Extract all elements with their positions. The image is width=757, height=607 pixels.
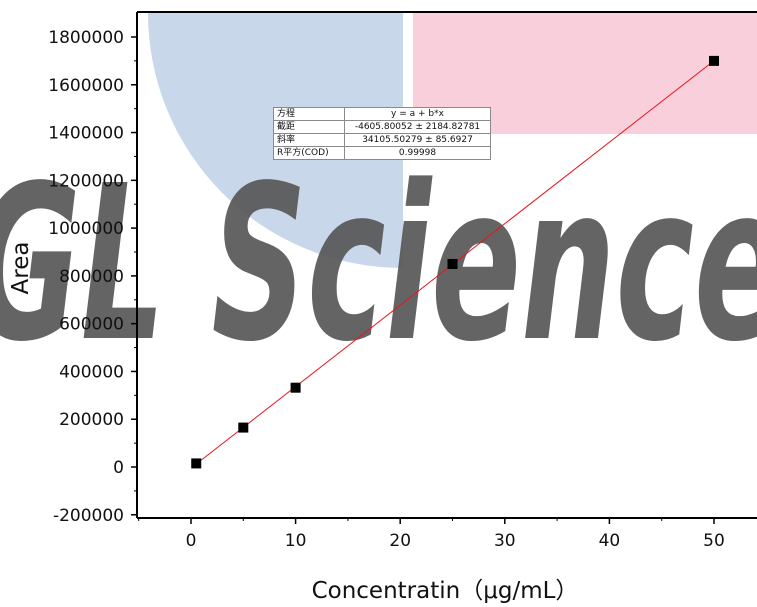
data-point — [447, 258, 458, 269]
fit-row-label: 截距 — [273, 120, 345, 134]
watermark-text: GL Science — [0, 140, 757, 389]
fit-results-table: 方程 y = a + b*x 截距 -4605.80052 ± 2184.827… — [273, 107, 491, 160]
x-tick-label: 30 — [494, 531, 516, 551]
fit-row-intercept: 截距 -4605.80052 ± 2184.82781 — [273, 120, 491, 134]
fit-row-label: 斜率 — [273, 133, 345, 147]
fit-row-equation: 方程 y = a + b*x — [273, 107, 491, 121]
fit-row-value: 0.99998 — [344, 146, 491, 160]
y-axis-ticks: -200000 0 200000 400000 600000 800000 1000000 1… — [48, 28, 137, 526]
y-tick-label: 800000 — [59, 267, 124, 287]
y-tick-label: 0 — [113, 458, 124, 478]
x-axis-title: Concentratin（μg/mL） — [312, 578, 579, 604]
fit-row-label: R平方(COD) — [273, 146, 345, 160]
data-points — [191, 55, 719, 469]
y-tick-label: 1200000 — [48, 171, 124, 191]
x-tick-label: 50 — [703, 531, 725, 551]
x-tick-label: 10 — [285, 531, 307, 551]
fit-row-value: -4605.80052 ± 2184.82781 — [344, 120, 491, 134]
x-tick-label: 20 — [389, 531, 411, 551]
fit-row-r-squared: R平方(COD) 0.99998 — [273, 146, 491, 160]
fit-row-slope: 斜率 34105.50279 ± 85.6927 — [273, 133, 491, 147]
x-tick-label: 40 — [599, 531, 621, 551]
y-tick-label: 1600000 — [48, 76, 124, 96]
y-tick-label: 600000 — [59, 315, 124, 335]
y-axis-title: Area — [8, 242, 34, 295]
data-point — [709, 55, 719, 66]
data-point — [238, 422, 249, 433]
x-tick-label: 0 — [186, 531, 197, 551]
y-tick-label: 400000 — [59, 362, 124, 382]
y-tick-label: 1400000 — [48, 124, 124, 144]
fit-row-value: 34105.50279 ± 85.6927 — [344, 133, 491, 147]
fit-row-label: 方程 — [273, 107, 345, 121]
data-point — [191, 458, 202, 469]
y-tick-label: 1000000 — [48, 219, 124, 239]
data-point — [290, 382, 301, 393]
y-tick-label: 200000 — [59, 410, 124, 430]
fit-row-value: y = a + b*x — [344, 107, 491, 121]
y-tick-label: -200000 — [53, 506, 124, 526]
y-tick-label: 1800000 — [48, 28, 124, 48]
x-axis-ticks: 0 10 20 30 40 50 — [138, 518, 725, 551]
